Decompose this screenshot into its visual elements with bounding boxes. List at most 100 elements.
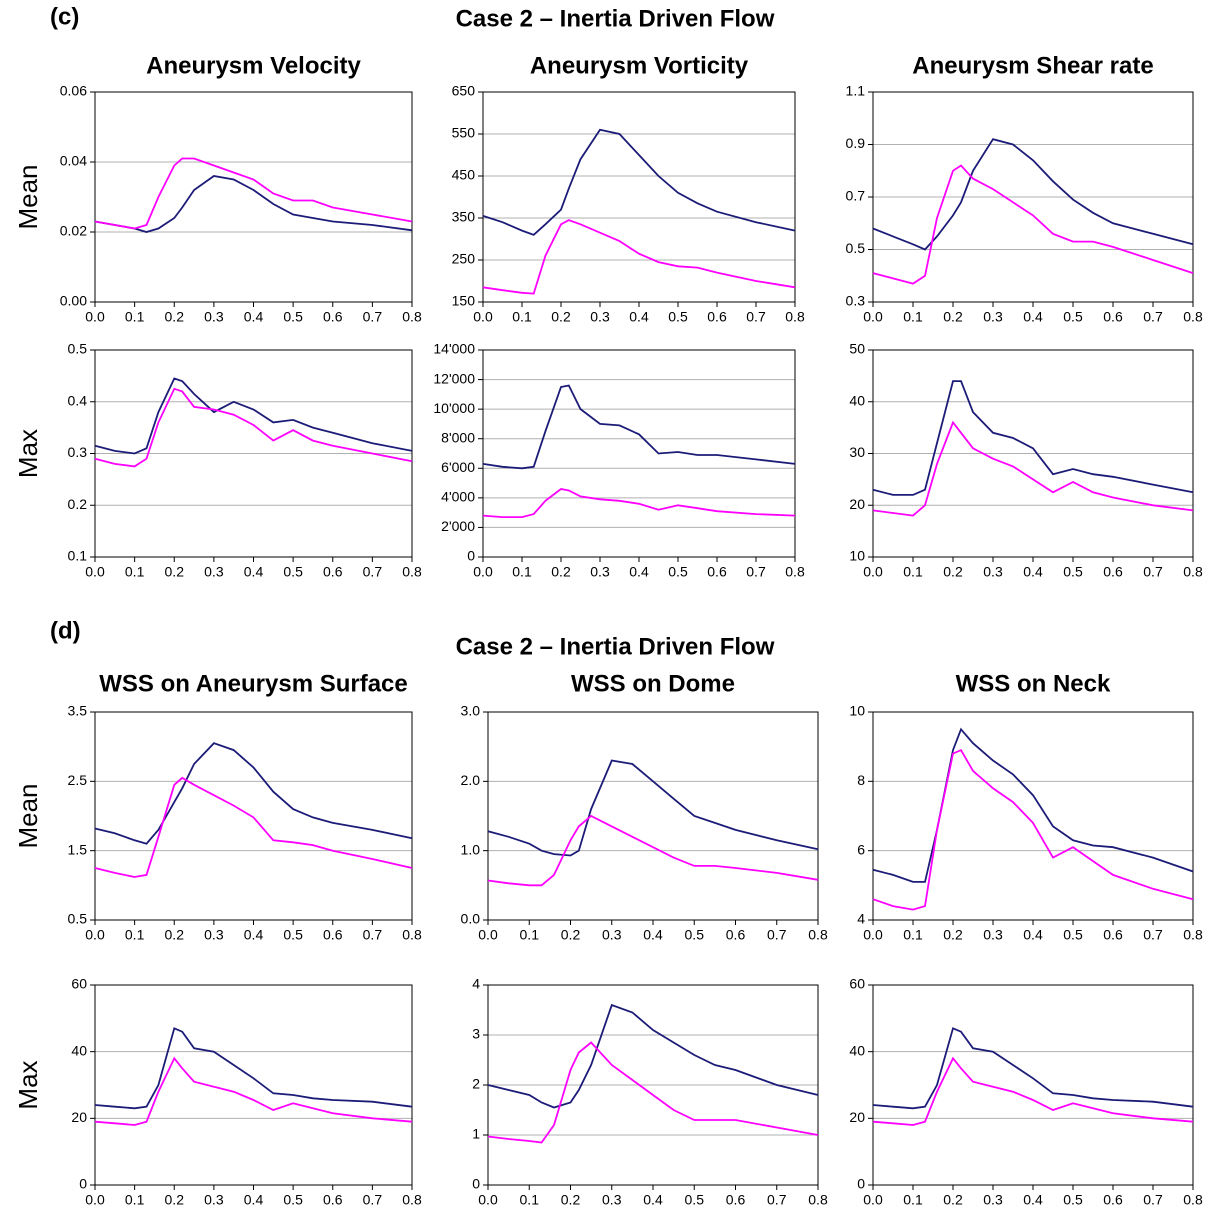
x-tick-label: 0.1 xyxy=(520,927,540,943)
x-tick-label: 0.0 xyxy=(863,564,883,580)
x-tick-label: 0.0 xyxy=(473,564,493,580)
x-tick-label: 0.4 xyxy=(643,927,663,943)
plot-frame xyxy=(872,711,1194,921)
series-line xyxy=(872,1027,1194,1110)
y-tick-label: 40 xyxy=(71,1042,87,1058)
chart-title: WSS on Neck xyxy=(956,670,1111,697)
x-tick-label: 0.0 xyxy=(863,309,883,325)
y-tick-label: 8 xyxy=(857,772,865,788)
x-tick-label: 0.4 xyxy=(244,927,264,943)
x-tick-label: 0.6 xyxy=(726,1192,746,1208)
y-tick-label: 450 xyxy=(452,167,476,183)
x-tick-label: 0.1 xyxy=(903,1192,923,1208)
x-tick-label: 0.3 xyxy=(590,309,610,325)
x-tick-label: 0.2 xyxy=(165,1192,185,1208)
y-tick-label: 0.3 xyxy=(68,444,88,460)
x-tick-label: 0.5 xyxy=(668,309,688,325)
plot-frame xyxy=(94,91,413,303)
y-tick-label: 1.5 xyxy=(68,841,88,857)
x-tick-label: 0.2 xyxy=(943,309,963,325)
plot-frame xyxy=(482,91,796,303)
x-tick-label: 0.2 xyxy=(165,564,185,580)
x-tick-label: 0.8 xyxy=(402,927,422,943)
series-line xyxy=(94,157,413,230)
plot-frame xyxy=(872,984,1194,1186)
y-tick-label: 10'000 xyxy=(433,400,475,416)
series-line xyxy=(872,138,1194,251)
x-tick-label: 0.4 xyxy=(1023,564,1043,580)
y-tick-label: 20 xyxy=(849,496,865,512)
x-tick-label: 0.6 xyxy=(1103,309,1123,325)
x-tick-label: 0.5 xyxy=(283,1192,303,1208)
x-tick-label: 0.6 xyxy=(707,309,727,325)
x-tick-label: 0.5 xyxy=(283,564,303,580)
x-tick-label: 0.8 xyxy=(785,564,805,580)
x-tick-label: 0.8 xyxy=(808,927,828,943)
series-line xyxy=(94,1056,413,1126)
y-tick-label: 0.9 xyxy=(846,135,866,151)
y-tick-label: 4'000 xyxy=(441,489,475,505)
plot-frame xyxy=(94,711,413,921)
y-tick-label: 550 xyxy=(452,125,476,141)
x-tick-label: 0.2 xyxy=(551,564,571,580)
y-tick-label: 0.0 xyxy=(461,911,481,927)
x-tick-label: 0.4 xyxy=(629,564,649,580)
series-line xyxy=(94,387,413,468)
x-tick-label: 0.5 xyxy=(1063,309,1083,325)
x-tick-label: 0.2 xyxy=(943,1192,963,1208)
x-tick-label: 0.4 xyxy=(244,1192,264,1208)
chart-title: Aneurysm Vorticity xyxy=(530,52,749,79)
x-tick-label: 0.2 xyxy=(943,564,963,580)
y-tick-label: 6 xyxy=(857,841,865,857)
x-tick-label: 0.5 xyxy=(1063,564,1083,580)
y-tick-label: 2 xyxy=(472,1076,480,1092)
y-tick-label: 20 xyxy=(71,1109,87,1125)
x-tick-label: 0.6 xyxy=(323,309,343,325)
series-line xyxy=(487,814,819,887)
y-tick-label: 40 xyxy=(849,1042,865,1058)
y-tick-label: 14'000 xyxy=(433,341,475,357)
y-tick-label: 8'000 xyxy=(441,429,475,445)
x-tick-label: 0.1 xyxy=(520,1192,540,1208)
x-tick-label: 0.1 xyxy=(903,564,923,580)
x-tick-label: 0.6 xyxy=(1103,927,1123,943)
x-tick-label: 0.7 xyxy=(1143,927,1163,943)
x-tick-label: 0.3 xyxy=(983,564,1003,580)
x-tick-label: 0.6 xyxy=(323,1192,343,1208)
x-tick-label: 0.1 xyxy=(903,927,923,943)
y-tick-label: 4 xyxy=(857,911,865,927)
x-tick-label: 0.3 xyxy=(602,1192,622,1208)
x-tick-label: 0.3 xyxy=(204,564,224,580)
x-tick-label: 0.0 xyxy=(863,1192,883,1208)
x-tick-label: 0.4 xyxy=(643,1192,663,1208)
x-tick-label: 0.0 xyxy=(85,927,105,943)
x-tick-label: 0.8 xyxy=(1183,927,1203,943)
panel-title: Case 2 – Inertia Driven Flow xyxy=(456,633,775,660)
y-tick-label: 3.5 xyxy=(68,703,88,719)
x-tick-label: 0.0 xyxy=(478,1192,498,1208)
y-tick-label: 0 xyxy=(467,548,475,564)
series-line xyxy=(94,377,413,455)
x-tick-label: 0.3 xyxy=(204,309,224,325)
x-tick-label: 0.0 xyxy=(85,1192,105,1208)
x-tick-label: 0.2 xyxy=(943,927,963,943)
x-tick-label: 0.1 xyxy=(125,564,145,580)
y-tick-label: 0.3 xyxy=(846,293,866,309)
series-line xyxy=(94,175,413,233)
y-tick-label: 1 xyxy=(472,1126,480,1142)
y-tick-label: 30 xyxy=(849,444,865,460)
series-line xyxy=(482,219,796,295)
y-tick-label: 4 xyxy=(472,976,480,992)
x-tick-label: 0.1 xyxy=(512,564,532,580)
x-tick-label: 0.2 xyxy=(165,309,185,325)
x-tick-label: 0.4 xyxy=(629,309,649,325)
x-tick-label: 0.2 xyxy=(551,309,571,325)
y-tick-label: 0.02 xyxy=(60,223,87,239)
x-tick-label: 0.5 xyxy=(1063,927,1083,943)
chart-title: WSS on Dome xyxy=(571,670,735,697)
y-tick-label: 60 xyxy=(71,976,87,992)
x-tick-label: 0.3 xyxy=(983,1192,1003,1208)
x-tick-label: 0.4 xyxy=(244,309,264,325)
x-tick-label: 0.5 xyxy=(685,927,705,943)
y-tick-label: 0 xyxy=(857,1176,865,1192)
